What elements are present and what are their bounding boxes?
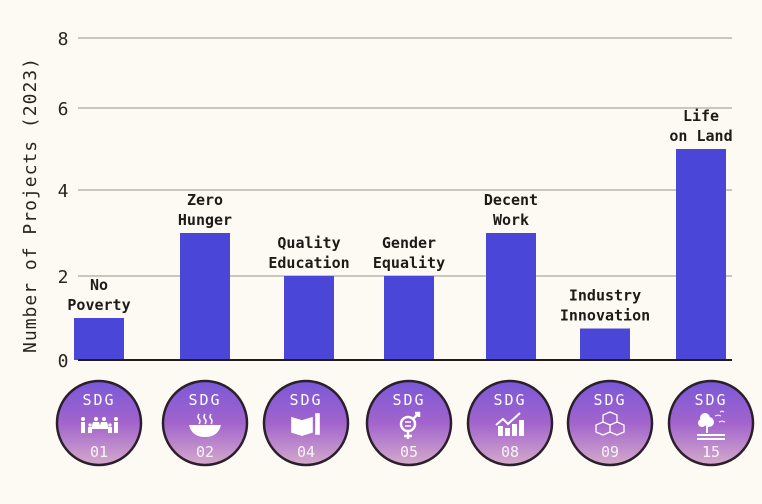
bar bbox=[180, 233, 230, 360]
bar bbox=[284, 276, 334, 360]
badge-number: 08 bbox=[501, 443, 519, 461]
sdg-badge: SDG 05 bbox=[365, 379, 453, 467]
sdg-badge: SDG 02 bbox=[161, 379, 249, 467]
sdg-badge: SDG 09 bbox=[566, 379, 654, 467]
bar bbox=[384, 276, 434, 360]
badge-label: SDG bbox=[289, 391, 322, 409]
bar-label: No Poverty bbox=[67, 276, 130, 314]
sdg-badges: SDG 01 SDG 02 SDG 04 SDG 05 SDG 08 SDG 09 SDG 15 bbox=[55, 379, 755, 467]
bar-label: Life on Land bbox=[669, 107, 732, 145]
bars bbox=[74, 149, 726, 360]
badge-number: 05 bbox=[400, 443, 418, 461]
y-tick-label: 2 bbox=[58, 267, 69, 288]
sdg-badge: SDG 04 bbox=[262, 379, 350, 467]
family-icon bbox=[81, 417, 118, 433]
bar-label: Zero Hunger bbox=[178, 191, 232, 229]
badge-number: 02 bbox=[196, 443, 214, 461]
y-tick-label: 4 bbox=[58, 181, 69, 202]
bar bbox=[676, 149, 726, 360]
bar-label: Gender Equality bbox=[373, 234, 445, 272]
y-tick-label: 8 bbox=[58, 29, 69, 50]
bar bbox=[74, 318, 124, 360]
bar bbox=[486, 233, 536, 360]
badge-number: 04 bbox=[297, 443, 315, 461]
book-pencil-icon bbox=[291, 413, 320, 437]
badge-number: 15 bbox=[702, 443, 720, 461]
badge-label: SDG bbox=[493, 391, 526, 409]
badge-number: 09 bbox=[601, 443, 619, 461]
badge-label: SDG bbox=[694, 391, 727, 409]
badge-label: SDG bbox=[82, 391, 115, 409]
badge-circle bbox=[566, 379, 654, 467]
bar-label: Industry Innovation bbox=[560, 287, 650, 325]
y-axis-ticks: 0 2 4 6 8 bbox=[58, 29, 69, 372]
badge-label: SDG bbox=[188, 391, 221, 409]
bowl-icon bbox=[189, 413, 221, 437]
bar-label: Decent Work bbox=[484, 191, 538, 229]
sdg-badge: SDG 15 bbox=[667, 379, 755, 467]
y-tick-label: 0 bbox=[58, 351, 69, 372]
badge-label: SDG bbox=[593, 391, 626, 409]
growth-chart-icon bbox=[495, 412, 524, 436]
badge-number: 01 bbox=[90, 443, 108, 461]
y-axis-label: Number of Projects (2023) bbox=[20, 57, 41, 353]
gender-equality-icon bbox=[399, 411, 421, 439]
bar bbox=[580, 328, 630, 360]
sdg-badge: SDG 01 bbox=[55, 379, 143, 467]
bar-labels: No Poverty Zero Hunger Quality Education Gende… bbox=[67, 107, 732, 325]
tree-birds-icon bbox=[697, 410, 726, 440]
y-tick-label: 6 bbox=[58, 99, 69, 120]
cubes-icon bbox=[595, 411, 625, 436]
badge-circle bbox=[365, 379, 453, 467]
bar-label: Quality Education bbox=[268, 234, 349, 272]
badge-label: SDG bbox=[392, 391, 425, 409]
sdg-badge: SDG 08 bbox=[466, 379, 554, 467]
